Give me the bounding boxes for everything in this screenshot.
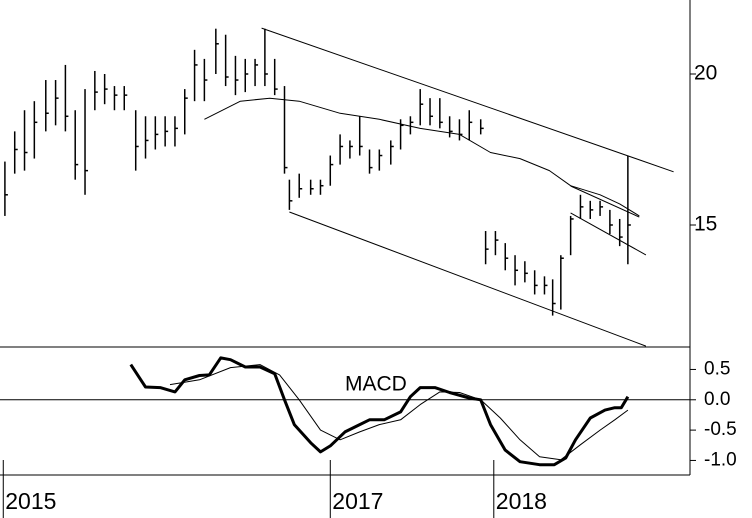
trendline <box>570 212 647 256</box>
trendline <box>261 27 674 173</box>
y-tick-label: 0.0 <box>704 389 730 410</box>
moving-average <box>204 97 640 217</box>
x-tick-label: 2018 <box>496 488 547 514</box>
y-tick-label: 0.5 <box>704 358 730 379</box>
macd-line <box>129 356 630 467</box>
trendline <box>289 211 647 347</box>
trendline <box>570 185 640 218</box>
y-tick-label: 20 <box>694 62 717 85</box>
macd-line <box>169 364 629 461</box>
x-tick-label: 2015 <box>5 488 56 514</box>
x-tick-label: 2017 <box>332 488 383 514</box>
annotation: MACD <box>345 373 407 396</box>
y-tick-label: -1.0 <box>704 449 737 470</box>
y-tick-label: 15 <box>694 213 717 236</box>
y-tick-label: -0.5 <box>704 419 737 440</box>
